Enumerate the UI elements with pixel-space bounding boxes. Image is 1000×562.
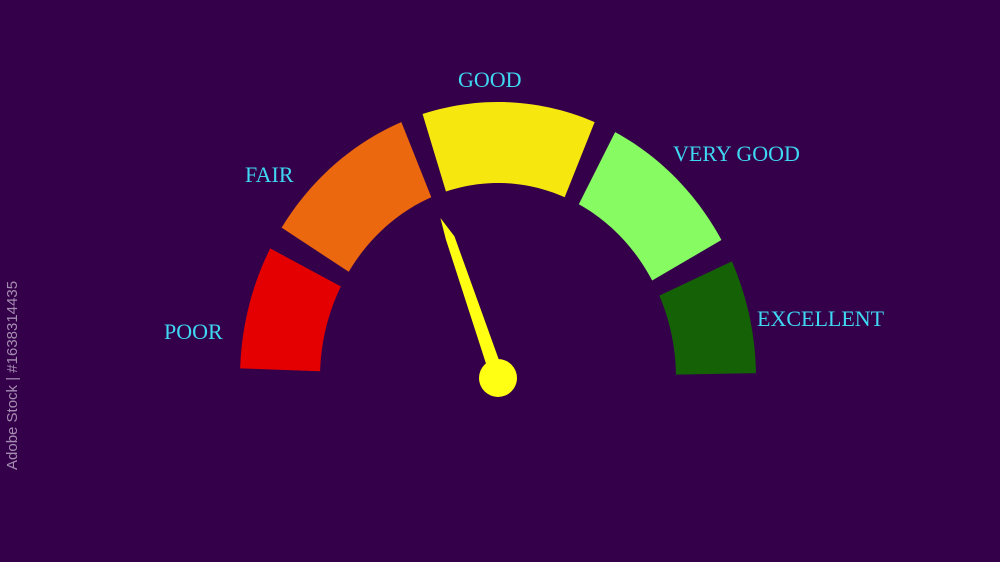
segment-good bbox=[422, 102, 595, 198]
segment-excellent bbox=[659, 261, 756, 375]
label-poor: POOR bbox=[164, 319, 223, 344]
label-very-good: VERY GOOD bbox=[673, 141, 800, 166]
label-excellent: EXCELLENT bbox=[757, 306, 885, 331]
segment-fair bbox=[281, 122, 432, 272]
label-good: GOOD bbox=[458, 67, 522, 92]
needle-hub bbox=[479, 359, 517, 397]
watermark: Adobe Stock | #163831443​5 bbox=[4, 280, 21, 470]
segment-poor bbox=[240, 248, 341, 372]
segment-very-good bbox=[578, 132, 722, 281]
label-fair: FAIR bbox=[245, 162, 294, 187]
needle bbox=[440, 218, 505, 381]
